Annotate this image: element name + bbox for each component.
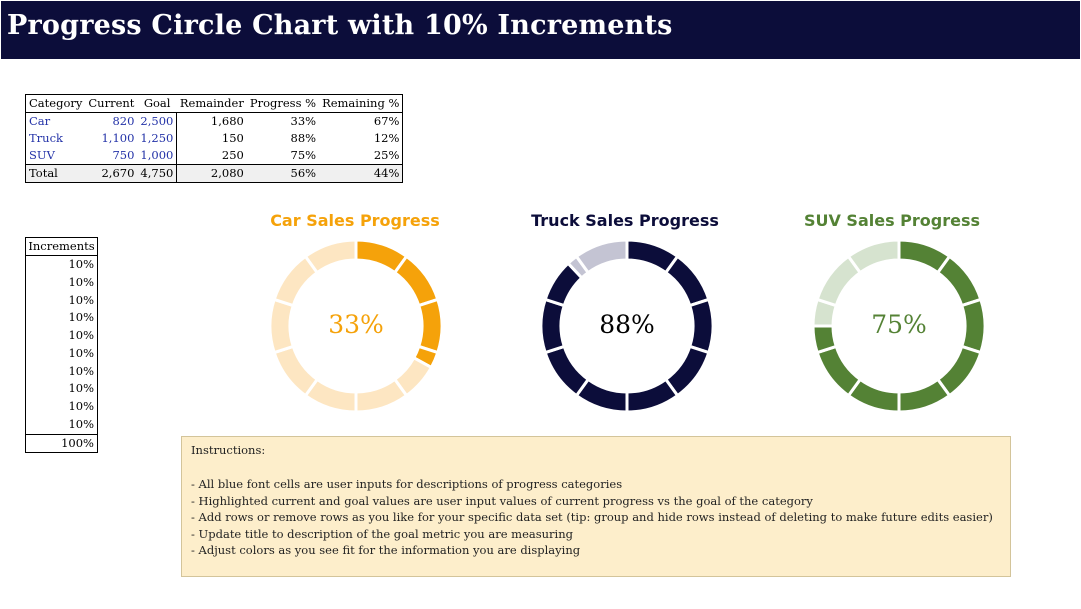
car-progress-donut[interactable] bbox=[270, 240, 442, 412]
increments-header: Increments bbox=[25, 237, 98, 256]
progress-cell: 33% bbox=[290, 114, 317, 128]
suv-progress-donut[interactable] bbox=[813, 240, 985, 412]
progress-data-table: Category Current Goal Remainder Progress… bbox=[25, 94, 404, 183]
remaining-cell: 67% bbox=[373, 114, 400, 128]
car-chart-title: Car Sales Progress bbox=[270, 211, 440, 230]
increment-cell: 10% bbox=[68, 399, 94, 413]
remainder-cell: 1,680 bbox=[210, 114, 244, 128]
table-row: Car 820 2,500 1,680 33% 67% bbox=[26, 112, 403, 130]
category-cell[interactable]: Car bbox=[29, 114, 51, 128]
remaining-cell: 25% bbox=[373, 148, 400, 162]
progress-cell: 88% bbox=[290, 131, 317, 145]
column-header-progress: Progress % bbox=[246, 94, 320, 113]
page-title: Progress Circle Chart with 10% Increment… bbox=[7, 10, 673, 41]
progress-segment bbox=[663, 254, 711, 308]
remaining-segment bbox=[574, 240, 629, 275]
progress-segment bbox=[543, 344, 591, 398]
column-header-remaining: Remaining % bbox=[319, 94, 403, 113]
progress-segment bbox=[815, 344, 863, 398]
truck-chart-title: Truck Sales Progress bbox=[531, 211, 719, 230]
progress-segment bbox=[392, 254, 440, 308]
instructions-title: Instructions: bbox=[191, 443, 266, 457]
car-progress-label: 33% bbox=[328, 310, 384, 339]
total-label-cell: Total bbox=[25, 164, 86, 183]
instruction-item: - Add rows or remove rows as you like fo… bbox=[191, 510, 993, 524]
increment-cell: 10% bbox=[68, 363, 94, 378]
category-cell[interactable]: SUV bbox=[29, 148, 55, 162]
table-row: SUV 750 1,000 250 75% 25% bbox=[26, 147, 403, 165]
truck-progress-donut[interactable] bbox=[541, 240, 713, 412]
current-cell[interactable]: 820 bbox=[112, 114, 135, 128]
remaining-segment bbox=[272, 344, 320, 398]
remaining-segment bbox=[303, 240, 358, 275]
increment-cell: 10% bbox=[68, 381, 94, 396]
total-remaining-cell: 44% bbox=[319, 164, 403, 183]
current-cell[interactable]: 750 bbox=[112, 148, 135, 162]
goal-cell[interactable]: 1,000 bbox=[137, 147, 178, 165]
increment-cell: 10% bbox=[68, 310, 94, 325]
column-header-remainder: Remainder bbox=[176, 94, 247, 113]
remaining-segment bbox=[354, 377, 409, 412]
column-header-goal: Goal bbox=[137, 94, 177, 113]
progress-segment bbox=[897, 377, 952, 412]
column-header-category: Category bbox=[25, 94, 86, 113]
total-current-cell: 2,670 bbox=[85, 164, 138, 183]
increment-cell: 10% bbox=[68, 274, 94, 289]
instruction-item: - Update title to description of the goa… bbox=[191, 526, 574, 541]
increment-cell: 10% bbox=[68, 257, 94, 271]
instruction-item: - Adjust colors as you see fit for the i… bbox=[191, 543, 581, 557]
current-cell[interactable]: 1,100 bbox=[101, 131, 135, 145]
instruction-item: - Highlighted current and goal values ar… bbox=[191, 493, 813, 508]
increment-cell: 10% bbox=[68, 292, 94, 307]
total-goal-cell: 4,750 bbox=[137, 164, 178, 183]
increments-table: Increments 10% 10% 10% 10% 10% 10% 10% 1… bbox=[25, 237, 98, 454]
progress-cell: 75% bbox=[290, 148, 317, 162]
total-remainder-cell: 2,080 bbox=[176, 164, 247, 183]
truck-progress-label: 88% bbox=[599, 310, 655, 339]
remaining-segment bbox=[846, 240, 901, 275]
goal-cell[interactable]: 2,500 bbox=[137, 112, 178, 130]
table-header-row: Category Current Goal Remainder Progress… bbox=[25, 94, 403, 113]
category-cell[interactable]: Truck bbox=[29, 131, 63, 145]
increment-cell: 10% bbox=[68, 416, 94, 431]
increment-cell: 10% bbox=[68, 328, 94, 342]
progress-segment bbox=[935, 254, 983, 308]
total-progress-cell: 56% bbox=[246, 164, 320, 183]
suv-chart-title: SUV Sales Progress bbox=[803, 211, 981, 230]
suv-progress-label: 75% bbox=[871, 310, 927, 339]
increment-cell: 10% bbox=[68, 345, 94, 360]
column-header-current: Current bbox=[85, 94, 138, 113]
title-banner: Progress Circle Chart with 10% Increment… bbox=[1, 1, 1080, 59]
instructions-box: Instructions: - All blue font cells are … bbox=[181, 436, 1011, 577]
goal-cell[interactable]: 1,250 bbox=[137, 130, 178, 147]
increments-total-cell: 100% bbox=[25, 433, 98, 453]
progress-segment bbox=[625, 377, 680, 412]
remainder-cell: 150 bbox=[221, 131, 244, 145]
instruction-item: - All blue font cells are user inputs fo… bbox=[191, 477, 623, 491]
table-row: Truck 1,100 1,250 150 88% 12% bbox=[26, 130, 403, 147]
remaining-cell: 12% bbox=[373, 131, 400, 145]
instructions-list: - All blue font cells are user inputs fo… bbox=[191, 476, 993, 559]
table-total-row: Total 2,670 4,750 2,080 56% 44% bbox=[25, 164, 403, 183]
remainder-cell: 250 bbox=[221, 148, 244, 162]
